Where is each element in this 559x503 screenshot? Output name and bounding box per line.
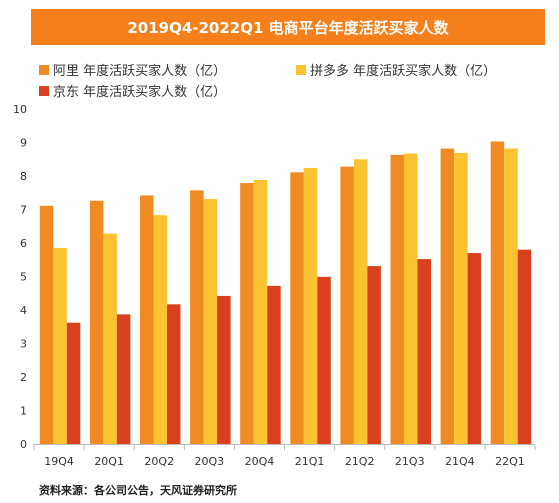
bar-alibaba [390,154,404,444]
legend-label-jd: 京东 年度活跃买家人数（亿） [53,85,227,100]
y-tick-label: 4 [20,304,27,317]
bar-jd [467,253,482,444]
source-note: 资料来源：各公司公告，天风证券研究所 [39,484,237,497]
bar-alibaba [39,205,54,444]
bar-pdd [53,248,67,444]
bar-pdd [504,148,518,444]
bar-jd [317,276,331,444]
bar-pdd [404,153,418,444]
bar-alibaba [290,172,304,444]
x-tick-label: 21Q4 [445,455,475,468]
bar-pdd [303,167,318,444]
bar-jd [517,249,532,444]
x-tick-label: 21Q2 [345,455,375,468]
bar-pdd [153,215,167,444]
y-tick-label: 8 [20,170,27,183]
y-tick-label: 3 [20,338,27,351]
y-tick-label: 1 [20,405,27,418]
bar-pdd [253,180,268,444]
legend-swatch-jd [39,85,49,96]
legend-swatch-alibaba [39,64,49,75]
x-tick-label: 20Q2 [144,455,174,468]
bar-jd [367,266,381,444]
legend-label-pdd: 拼多多 年度活跃买家人数（亿） [310,64,497,79]
y-tick-label: 0 [20,438,27,451]
y-tick-label: 5 [20,271,27,284]
legend-item-alibaba: 阿里 年度活跃买家人数（亿） [39,60,226,79]
bar-alibaba [240,183,254,444]
bar-alibaba [440,148,455,444]
bar-pdd [353,159,368,444]
bar-jd [267,285,281,444]
bar-pdd [454,152,468,444]
bar-alibaba [89,200,104,444]
bar-alibaba [340,166,354,444]
bar-pdd [203,199,218,444]
x-axis: 19Q4 20Q1 20Q2 20Q3 20Q4 21Q1 21Q2 21Q3 21Q4 22Q1 [33,444,536,468]
bar-alibaba [490,141,505,444]
legend-item-jd: 京东 年度活跃买家人数（亿） [39,81,226,100]
bar-alibaba [190,190,204,444]
x-tick-label: 20Q4 [245,455,275,468]
x-tick-label: 21Q1 [295,455,325,468]
y-axis: 0 1 2 3 4 5 6 7 8 9 10 [13,103,27,451]
x-tick-label: 20Q3 [195,455,225,468]
bar-jd [217,295,231,444]
bar-jd [66,322,81,444]
x-tick-label: 19Q4 [44,455,74,468]
y-tick-label: 6 [20,237,27,250]
chart-title: 2019Q4-2022Q1 电商平台年度活跃买家人数 [31,9,545,45]
y-tick-label: 9 [20,137,27,150]
y-tick-label: 7 [20,204,27,217]
legend-swatch-pdd [296,64,306,75]
x-tick-label: 21Q3 [395,455,425,468]
x-tick-label: 22Q1 [495,455,525,468]
legend-label-alibaba: 阿里 年度活跃买家人数（亿） [53,64,227,79]
legend-item-pdd: 拼多多 年度活跃买家人数（亿） [296,60,496,79]
bar-jd [417,259,431,444]
bar-pdd [103,233,117,444]
bar-jd [167,304,181,444]
bar-jd [116,314,131,444]
x-tick-label: 20Q1 [94,455,124,468]
y-tick-label: 2 [20,371,27,384]
bar-alibaba [140,195,154,444]
y-tick-label: 10 [13,103,27,116]
bars-group [39,141,532,444]
